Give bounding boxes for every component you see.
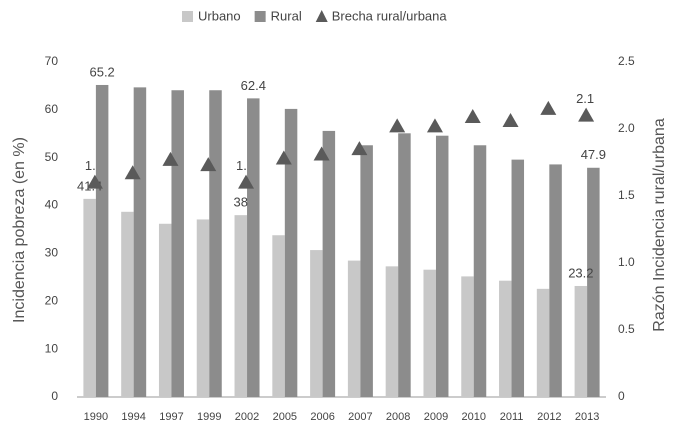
bar (284, 108, 298, 398)
marker (124, 165, 141, 180)
bar (574, 285, 588, 397)
marker (313, 146, 330, 161)
y-tick-label: 60 (45, 102, 59, 116)
marker (502, 112, 519, 127)
value-label: 62.4 (241, 78, 266, 93)
x-tick-label: 2006 (310, 411, 334, 423)
x-tick-label: 2010 (462, 411, 486, 423)
bar (83, 198, 96, 397)
bar (473, 145, 487, 397)
y-tick-label: 50 (45, 150, 59, 164)
y-tick-label: 10 (45, 341, 59, 355)
marker (464, 108, 481, 123)
value-label: 47.9 (581, 147, 606, 162)
legend-swatch (254, 11, 266, 22)
y2-tick-label: 1.5 (618, 188, 635, 202)
value-label: 23.2 (568, 265, 593, 280)
bar (95, 84, 109, 397)
x-tick-label: 1999 (197, 411, 221, 423)
x-tick-label: 2002 (235, 411, 259, 423)
x-tick-label: 1990 (84, 411, 108, 423)
bar (549, 164, 562, 397)
bar (158, 223, 172, 397)
x-tick-label: 2007 (348, 411, 372, 423)
bar (398, 133, 411, 398)
bar (234, 215, 248, 397)
legend-label: Brecha rural/urbana (332, 8, 448, 23)
bar (435, 135, 449, 397)
bar (385, 266, 399, 397)
marker (426, 118, 443, 133)
legend-label: Urbano (198, 8, 241, 23)
y2-axis-title: Razón Incidencia rural/urbana (651, 118, 668, 332)
x-tick-label: 2011 (500, 411, 524, 423)
y-tick-label: 40 (45, 198, 59, 212)
marker (351, 141, 368, 156)
y2-tick-label: 1.0 (618, 255, 635, 269)
y2-tick-label: 0 (618, 389, 625, 403)
bar (133, 87, 147, 397)
bar (536, 288, 550, 397)
bar (511, 159, 525, 397)
marker (162, 151, 179, 166)
x-tick-label: 1997 (159, 411, 183, 423)
marker (389, 118, 406, 133)
bar (272, 235, 285, 397)
bar (499, 280, 512, 397)
legend-label: Rural (271, 8, 302, 23)
y-tick-label: 70 (45, 54, 59, 68)
y2-tick-label: 0.5 (618, 322, 635, 336)
y-axis-title: Incidencia pobreza (en %) (11, 137, 28, 323)
legend-swatch (182, 11, 193, 22)
bar (461, 276, 474, 397)
y-tick-label: 30 (45, 246, 59, 260)
y2-tick-label: 2.5 (618, 54, 635, 68)
bar (322, 130, 336, 397)
bar (587, 167, 600, 397)
x-tick-label: 2009 (424, 411, 448, 423)
marker (238, 174, 255, 189)
x-tick-label: 2012 (537, 411, 561, 423)
y-tick-label: 0 (51, 389, 58, 403)
y2-tick-label: 2.0 (618, 121, 635, 135)
bar (121, 211, 134, 397)
marker (86, 174, 103, 189)
x-tick-label: 2005 (273, 411, 297, 423)
bar (423, 269, 436, 397)
x-tick-label: 2013 (575, 411, 599, 423)
marker (275, 150, 292, 165)
x-tick-label: 2008 (386, 411, 410, 423)
value-label: 65.2 (89, 64, 114, 79)
value-label: 2.1 (576, 91, 594, 106)
marker (200, 157, 217, 172)
bar (360, 145, 373, 397)
legend-marker (315, 10, 328, 22)
x-tick-label: 1994 (121, 411, 145, 423)
bar (171, 90, 184, 397)
bar (310, 250, 323, 397)
marker (578, 107, 595, 122)
marker (540, 100, 557, 115)
bar (247, 98, 260, 397)
bar (209, 90, 222, 397)
bar (196, 219, 210, 397)
bar (347, 260, 361, 397)
value-label: 38 (234, 195, 248, 210)
y-tick-label: 20 (45, 293, 59, 307)
